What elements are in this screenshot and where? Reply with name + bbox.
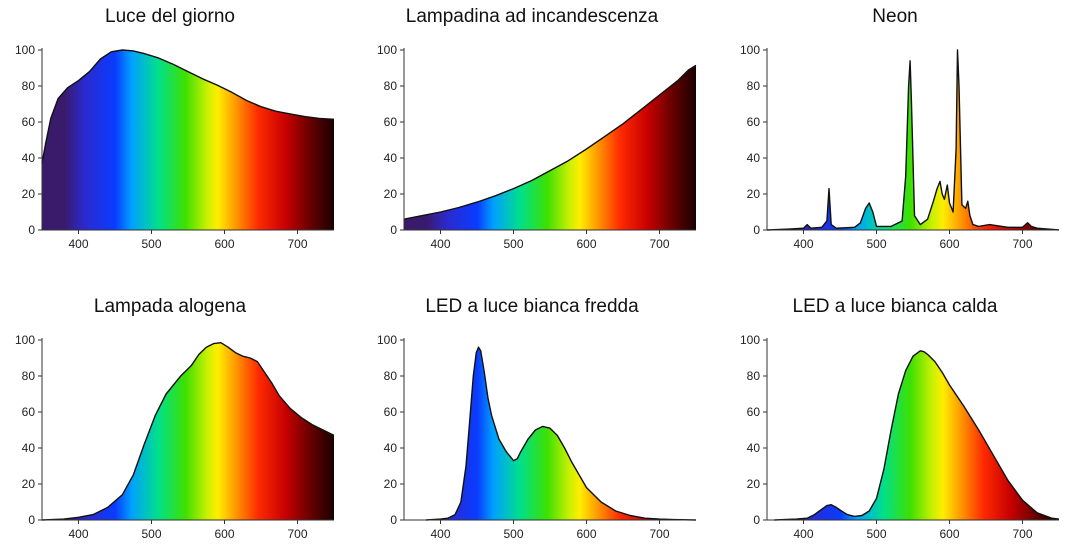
spectrum-plot: 0 20 40 60 80 100 400 500 600 700 bbox=[740, 333, 1060, 541]
y-tick-label: 0 bbox=[753, 513, 760, 527]
x-tick-label: 700 bbox=[649, 527, 669, 541]
y-tick-label: 0 bbox=[390, 513, 397, 527]
y-tick-label: 80 bbox=[384, 79, 398, 93]
y-tick-label: 100 bbox=[740, 333, 760, 347]
y-tick-label: 0 bbox=[28, 513, 35, 527]
x-tick-label: 700 bbox=[1012, 237, 1032, 251]
x-tick-label: 600 bbox=[214, 527, 234, 541]
y-tick-label: 40 bbox=[22, 151, 36, 165]
x-tick-label: 400 bbox=[68, 527, 88, 541]
x-tick-label: 600 bbox=[576, 527, 596, 541]
chart-panel: Luce del giorno 0 20 40 60 80 100 400 500 600 700 bbox=[0, 0, 340, 258]
x-tick-label: 600 bbox=[939, 237, 959, 251]
x-tick-label: 500 bbox=[866, 527, 886, 541]
x-tick-label: 400 bbox=[793, 527, 813, 541]
x-tick-label: 500 bbox=[503, 527, 523, 541]
y-tick-label: 20 bbox=[384, 187, 398, 201]
y-tick-label: 60 bbox=[22, 405, 36, 419]
y-tick-label: 100 bbox=[15, 333, 35, 347]
y-tick-label: 60 bbox=[747, 405, 761, 419]
x-tick-label: 500 bbox=[141, 527, 161, 541]
y-tick-label: 60 bbox=[22, 115, 36, 129]
spectrum-line bbox=[425, 346, 697, 521]
x-tick-label: 700 bbox=[649, 237, 669, 251]
x-tick-label: 700 bbox=[1012, 527, 1032, 541]
y-tick-label: 0 bbox=[753, 223, 760, 237]
spectrum-line bbox=[403, 64, 697, 220]
x-tick-label: 500 bbox=[866, 237, 886, 251]
y-tick-label: 60 bbox=[384, 115, 398, 129]
y-tick-label: 20 bbox=[747, 477, 761, 491]
y-tick-label: 80 bbox=[747, 369, 761, 383]
y-tick-label: 80 bbox=[22, 369, 36, 383]
spectrum-area bbox=[42, 342, 334, 520]
y-tick-label: 40 bbox=[747, 441, 761, 455]
x-tick-label: 700 bbox=[287, 237, 307, 251]
spectrum-area bbox=[42, 50, 334, 230]
x-tick-label: 500 bbox=[141, 237, 161, 251]
spectrum-area bbox=[774, 350, 1059, 520]
chart-title: LED a luce bianca calda bbox=[792, 296, 998, 317]
y-tick-label: 40 bbox=[384, 441, 398, 455]
spectrum-line bbox=[766, 49, 1060, 231]
y-tick-label: 0 bbox=[28, 223, 35, 237]
spectrum-area bbox=[767, 50, 1059, 230]
y-tick-label: 100 bbox=[377, 43, 397, 57]
y-tick-label: 100 bbox=[377, 333, 397, 347]
x-tick-label: 600 bbox=[214, 237, 234, 251]
spectrum-plot: 0 20 40 60 80 100 400 500 600 700 bbox=[15, 43, 335, 251]
y-tick-label: 80 bbox=[747, 79, 761, 93]
spectrum-area bbox=[404, 65, 696, 230]
chart-panel: Lampada alogena 0 20 40 60 80 100 400 500 600 700 bbox=[0, 290, 340, 548]
chart-title: Lampadina ad incandescenza bbox=[405, 6, 659, 27]
x-tick-label: 600 bbox=[576, 237, 596, 251]
spectrum-plot: 0 20 40 60 80 100 400 500 600 700 bbox=[15, 333, 335, 541]
chart-title: Neon bbox=[872, 6, 918, 27]
x-tick-label: 600 bbox=[939, 527, 959, 541]
y-tick-label: 20 bbox=[384, 477, 398, 491]
spectrum-area bbox=[425, 347, 696, 520]
chart-panel: LED a luce bianca fredda 0 20 40 60 80 100 400 5… bbox=[362, 290, 702, 548]
x-tick-label: 400 bbox=[793, 237, 813, 251]
y-tick-label: 60 bbox=[384, 405, 398, 419]
y-tick-label: 80 bbox=[384, 369, 398, 383]
spectrum-line bbox=[774, 350, 1060, 521]
x-tick-label: 700 bbox=[287, 527, 307, 541]
y-tick-label: 40 bbox=[384, 151, 398, 165]
y-tick-label: 100 bbox=[15, 43, 35, 57]
y-tick-label: 20 bbox=[747, 187, 761, 201]
spectrum-line bbox=[41, 49, 335, 164]
x-tick-label: 400 bbox=[430, 527, 450, 541]
y-tick-label: 60 bbox=[747, 115, 761, 129]
y-tick-label: 40 bbox=[22, 441, 36, 455]
chart-panel: Neon 0 20 40 60 80 100 400 500 600 700 bbox=[725, 0, 1065, 258]
spectrum-plot: 0 20 40 60 80 100 400 500 600 700 bbox=[740, 43, 1060, 251]
x-tick-label: 400 bbox=[68, 237, 88, 251]
y-tick-label: 40 bbox=[747, 151, 761, 165]
chart-title: LED a luce bianca fredda bbox=[425, 296, 639, 317]
y-tick-label: 20 bbox=[22, 187, 36, 201]
spectrum-line bbox=[41, 342, 335, 521]
chart-panel: LED a luce bianca calda 0 20 40 60 80 100 400 50… bbox=[725, 290, 1065, 548]
x-tick-label: 500 bbox=[503, 237, 523, 251]
spectrum-plot: 0 20 40 60 80 100 400 500 600 700 bbox=[377, 43, 697, 251]
spectrum-plot: 0 20 40 60 80 100 400 500 600 700 bbox=[377, 333, 697, 541]
chart-panel: Lampadina ad incandescenza 0 20 40 60 80 100 40… bbox=[362, 0, 702, 258]
chart-title: Luce del giorno bbox=[105, 6, 235, 27]
x-tick-label: 400 bbox=[430, 237, 450, 251]
y-tick-label: 20 bbox=[22, 477, 36, 491]
y-tick-label: 0 bbox=[390, 223, 397, 237]
y-tick-label: 80 bbox=[22, 79, 36, 93]
chart-title: Lampada alogena bbox=[93, 296, 247, 317]
y-tick-label: 100 bbox=[740, 43, 760, 57]
